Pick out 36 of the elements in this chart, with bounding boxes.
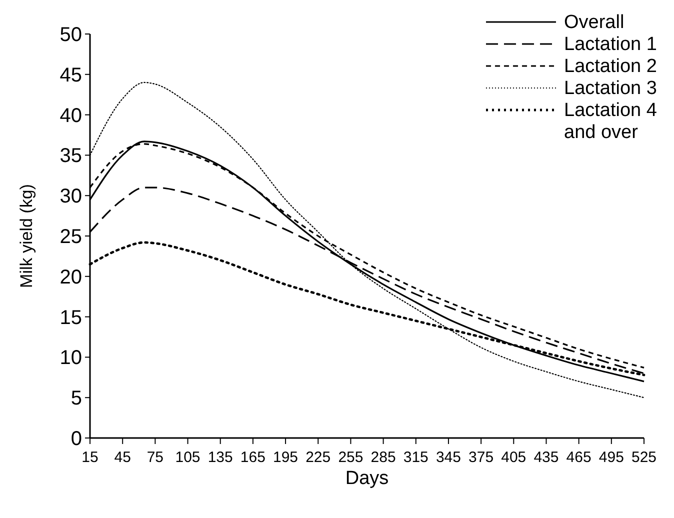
x-tick-label: 465 xyxy=(566,449,592,466)
x-tick-label: 15 xyxy=(82,449,98,466)
y-axis-title: Milk yield (kg) xyxy=(17,184,36,288)
legend-label: Lactation 3 xyxy=(564,78,657,99)
y-tick-label: 35 xyxy=(60,145,82,168)
x-tick-label: 315 xyxy=(403,449,428,466)
y-tick-label: 0 xyxy=(70,428,82,450)
legend-label: Lactation 2 xyxy=(564,56,657,77)
x-tick-label: 285 xyxy=(370,449,396,466)
x-tick-label: 105 xyxy=(175,449,200,466)
legend-label: Lactation 4 and over xyxy=(564,100,658,143)
y-tick-label: 20 xyxy=(60,266,82,288)
x-tick-label: 405 xyxy=(501,449,526,466)
x-tick-label: 495 xyxy=(598,449,624,466)
y-tick-label: 50 xyxy=(60,24,82,46)
y-tick-label: 30 xyxy=(60,186,82,208)
x-tick-label: 435 xyxy=(534,449,559,466)
legend-label: Lactation 1 xyxy=(564,34,657,55)
y-tick-label: 15 xyxy=(60,306,82,329)
y-tick-label: 25 xyxy=(60,226,82,248)
y-tick-label: 10 xyxy=(60,347,82,370)
y-tick-label: 45 xyxy=(60,64,82,86)
y-tick-label: 40 xyxy=(60,104,82,127)
legend-label: Overall xyxy=(564,12,624,33)
x-tick-label: 345 xyxy=(436,449,461,466)
x-tick-label: 75 xyxy=(146,449,164,466)
x-tick-label: 525 xyxy=(631,449,657,466)
x-tick-label: 195 xyxy=(273,449,298,466)
x-tick-label: 45 xyxy=(114,449,131,466)
y-tick-label: 5 xyxy=(70,388,82,410)
x-tick-label: 225 xyxy=(306,449,331,466)
x-tick-label: 135 xyxy=(208,449,233,466)
x-tick-label: 375 xyxy=(468,449,494,466)
x-tick-label: 255 xyxy=(338,449,364,466)
x-tick-label: 165 xyxy=(240,449,266,466)
x-axis-title: Days xyxy=(345,468,389,489)
